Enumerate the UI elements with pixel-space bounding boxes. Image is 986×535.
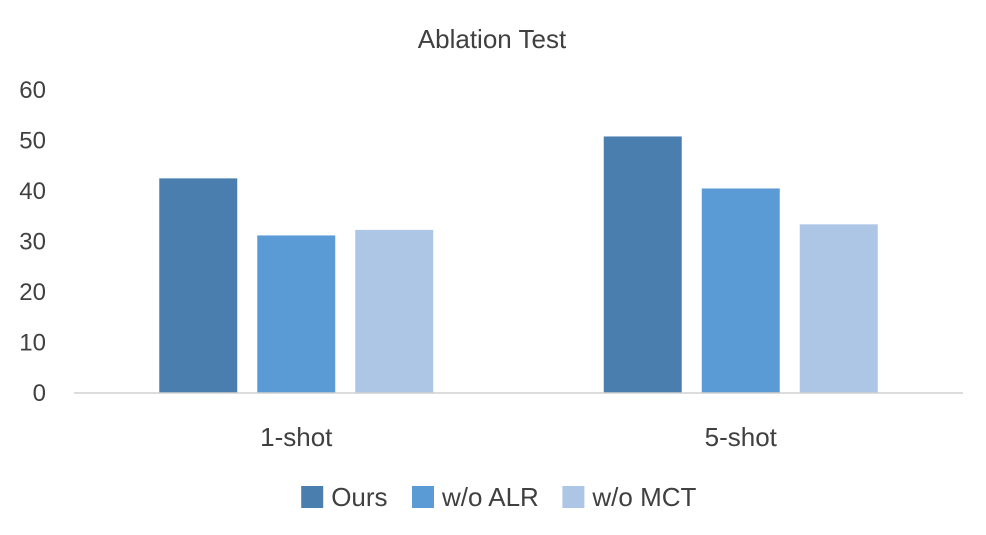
legend: Ours w/o ALR w/o MCT [301,482,697,512]
chart-title: Ablation Test [418,24,567,54]
y-tick-label: 20 [19,279,46,306]
bar-w-o-mct-1-shot [355,229,434,393]
x-tick-label: 1-shot [260,422,333,452]
bar-ours-5-shot [603,136,682,393]
x-axis-labels: 1-shot 5-shot [260,422,778,452]
y-tick-label: 60 [19,77,46,104]
legend-label: w/o ALR [441,482,539,512]
legend-label: Ours [331,482,387,512]
bars [159,136,878,393]
legend-swatch [562,486,585,508]
bar-w-o-alr-1-shot [257,235,336,393]
legend-swatch [301,486,324,508]
bar-w-o-alr-5-shot [701,188,780,393]
legend-label: w/o MCT [591,482,696,512]
y-axis: 0 10 20 30 40 50 60 [19,77,46,407]
y-tick-label: 10 [19,330,46,357]
legend-swatch [412,486,434,508]
x-tick-label: 5-shot [705,422,778,452]
y-tick-label: 0 [33,380,46,407]
y-tick-label: 50 [19,128,46,155]
y-tick-label: 40 [19,178,46,205]
y-tick-label: 30 [19,229,46,256]
bar-w-o-mct-5-shot [799,224,878,393]
bar-ours-1-shot [159,178,238,393]
